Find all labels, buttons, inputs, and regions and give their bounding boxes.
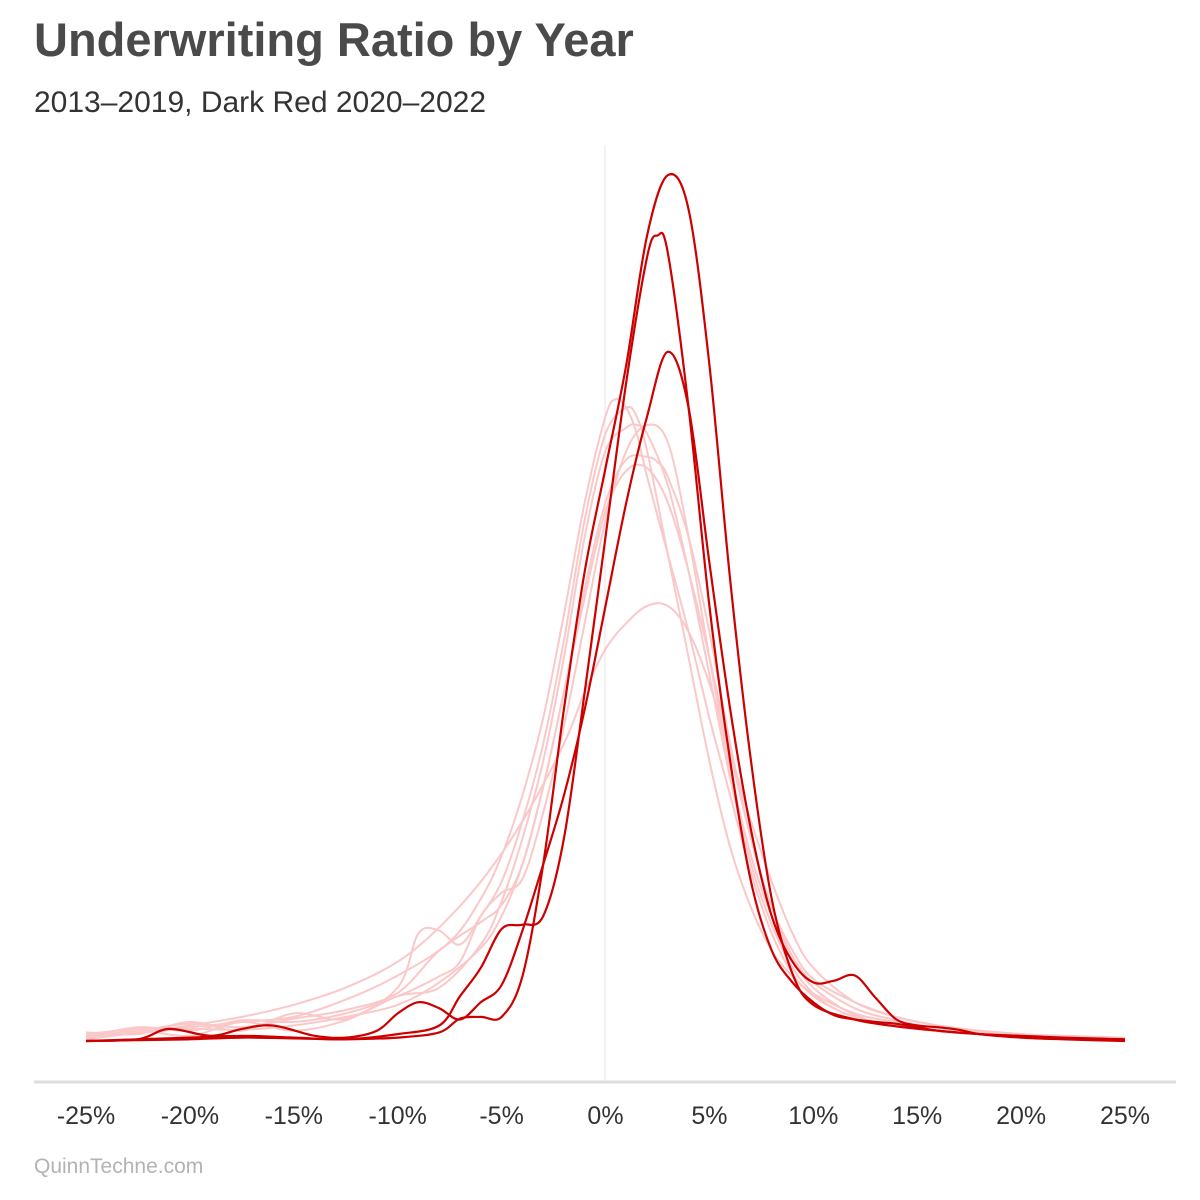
series-line-light-7 xyxy=(85,602,1126,1041)
x-tick-label: 25% xyxy=(1100,1102,1150,1130)
chart-subtitle: 2013–2019, Dark Red 2020–2022 xyxy=(34,86,487,119)
x-tick-label: -20% xyxy=(161,1102,219,1130)
source-credit: QuinnTechne.com xyxy=(34,1155,204,1178)
x-axis-ticks: -25% -20% -15% -10% -5% 0% 5% 10% 15% 20% 25% xyxy=(57,1102,1150,1130)
x-tick-label: 20% xyxy=(996,1102,1046,1130)
x-tick-label: 0% xyxy=(587,1102,623,1130)
x-tick-label: 5% xyxy=(691,1102,727,1130)
x-tick-label: -10% xyxy=(369,1102,427,1130)
x-tick-label: -5% xyxy=(479,1102,523,1130)
series-line-light-4 xyxy=(85,423,1126,1040)
x-tick-label: 10% xyxy=(788,1102,838,1130)
series-group xyxy=(85,173,1126,1043)
x-tick-label: -25% xyxy=(57,1102,115,1130)
chart-title: Underwriting Ratio by Year xyxy=(34,13,634,66)
x-tick-label: 15% xyxy=(892,1102,942,1130)
series-line-dark-10 xyxy=(85,173,1126,1043)
x-tick-label: -15% xyxy=(265,1102,323,1130)
series-line-dark-8 xyxy=(85,350,1126,1043)
series-line-light-3 xyxy=(85,405,1126,1040)
